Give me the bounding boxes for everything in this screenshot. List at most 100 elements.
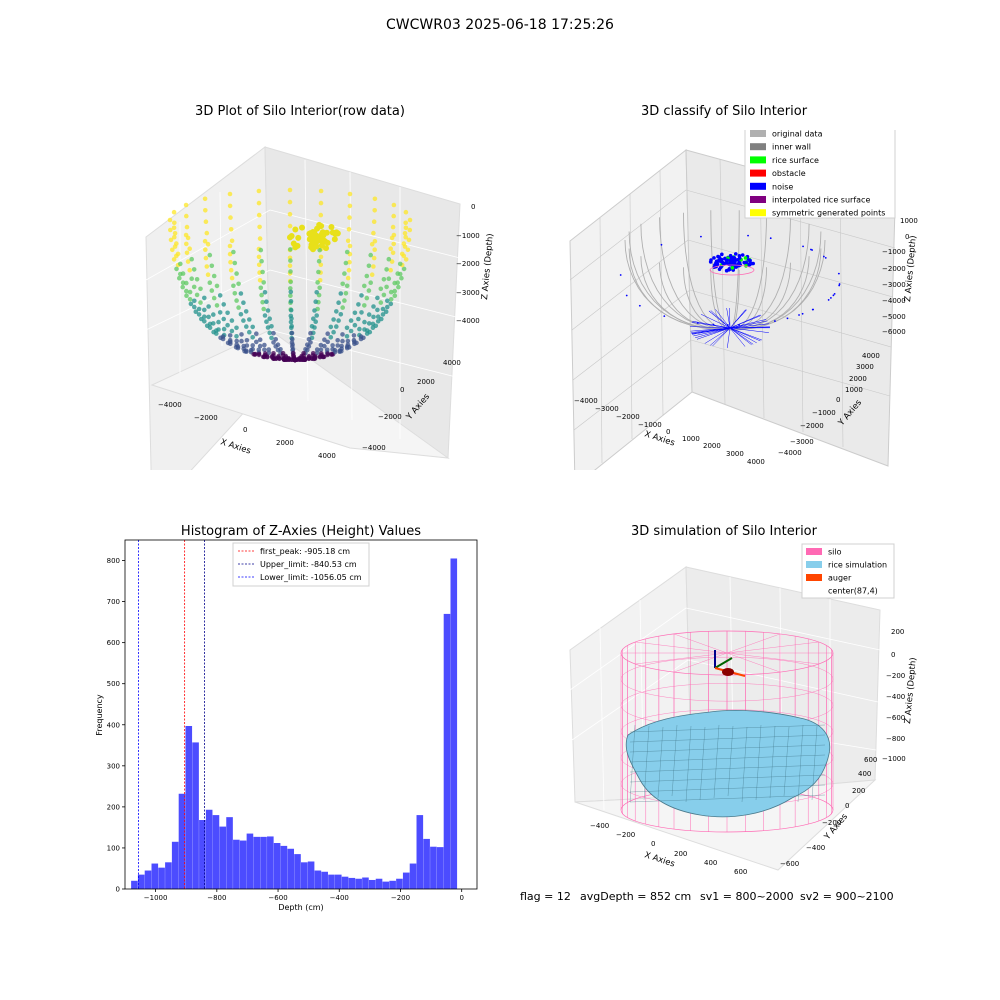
- p1-point: [379, 300, 384, 305]
- p1-point: [289, 308, 294, 313]
- p1-point: [373, 197, 378, 202]
- p1-point: [335, 338, 340, 343]
- histogram-bar: [410, 864, 417, 889]
- p1-point: [328, 224, 334, 230]
- p1-point: [198, 287, 203, 292]
- p4-ztick: −400: [886, 693, 905, 701]
- p1-point: [241, 300, 246, 305]
- histogram-ytick-label: 200: [107, 803, 120, 811]
- p1-point: [345, 326, 350, 331]
- p1-point: [172, 210, 177, 215]
- p1-point: [221, 334, 226, 339]
- p4-xtick: 400: [704, 859, 717, 867]
- p4-legend-label: auger: [828, 574, 852, 583]
- p1-point: [314, 290, 319, 295]
- p1-point: [184, 281, 189, 286]
- histogram-bar: [274, 843, 281, 889]
- p2-xlabel: X Axies: [643, 429, 676, 448]
- p1-point: [204, 256, 209, 261]
- histogram-bar: [389, 881, 396, 889]
- p2-zlabel: Z Axies (Depth): [903, 235, 919, 302]
- p1-point: [184, 242, 189, 247]
- p1-point: [348, 192, 353, 197]
- p1-point: [259, 286, 264, 291]
- p2-point: [709, 258, 713, 262]
- p1-point: [344, 291, 349, 296]
- p1-point: [375, 308, 380, 313]
- p1-point: [340, 339, 345, 344]
- p2-legend-label: interpolated rice surface: [772, 196, 870, 205]
- p4-xtick: 600: [734, 868, 747, 876]
- p1-point: [233, 291, 238, 296]
- p1-point: [250, 325, 255, 330]
- p2-noise-point: [626, 295, 628, 297]
- p1-point: [174, 241, 179, 246]
- p1-point: [206, 304, 211, 309]
- p1-point: [203, 247, 208, 252]
- p2-noise-point: [833, 294, 835, 296]
- histogram-bar: [294, 854, 301, 889]
- p2-ztick: −2000: [882, 265, 906, 273]
- p1-point: [345, 250, 350, 255]
- p2-xtick: 2000: [703, 442, 721, 450]
- p2-legend-swatch: [750, 156, 766, 163]
- p1-point: [368, 253, 373, 258]
- p1-point: [218, 310, 223, 315]
- p1-point: [216, 320, 221, 325]
- p1-point: [370, 242, 375, 247]
- p1-point: [312, 356, 317, 361]
- p1-point: [400, 252, 405, 257]
- histogram-ytick-label: 300: [107, 762, 120, 770]
- p1-point: [222, 327, 227, 332]
- p1-point: [208, 280, 213, 285]
- p1-point: [349, 329, 354, 334]
- p1-point: [229, 227, 234, 232]
- p4-xtick: 200: [674, 850, 687, 858]
- p1-point: [288, 258, 293, 263]
- histogram-bar: [403, 873, 410, 889]
- p1-point: [234, 326, 239, 331]
- p1-point: [289, 324, 294, 329]
- p1-point: [315, 347, 320, 352]
- p1-point: [250, 343, 255, 348]
- histogram-bar: [192, 742, 199, 889]
- p1-point: [288, 200, 293, 205]
- p1-point: [372, 256, 377, 261]
- p1-point: [245, 338, 250, 343]
- p4-ztick: 200: [891, 628, 904, 636]
- histogram-bars: [131, 558, 457, 889]
- p2-ytick: 3000: [856, 363, 874, 371]
- p1-point: [342, 298, 347, 303]
- p1-point: [387, 276, 392, 281]
- p1-point: [308, 244, 314, 250]
- p1-point: [310, 324, 315, 329]
- p2-point: [720, 253, 724, 257]
- p1-point: [335, 230, 341, 236]
- p1-point: [189, 257, 194, 262]
- p4-xtick: 0: [651, 840, 655, 848]
- p1-point: [271, 351, 276, 356]
- p2-noise-point: [838, 273, 840, 275]
- p4-zlabel: Z Axies (Depth): [903, 657, 919, 724]
- p1-point: [257, 201, 262, 206]
- p1-point: [214, 328, 219, 333]
- p1-point: [353, 323, 358, 328]
- p1-point: [215, 284, 220, 289]
- histogram-bar: [376, 879, 383, 889]
- p4-legend-label: rice simulation: [828, 561, 887, 570]
- p1-point: [295, 235, 301, 241]
- p2-noise-point: [811, 249, 813, 251]
- p1-point: [359, 293, 364, 298]
- p1-xlabel: X Axies: [219, 437, 252, 456]
- histogram-legend-label: Lower_limit: -1056.05 cm: [260, 573, 362, 582]
- p1-point: [172, 257, 177, 262]
- p1-point: [228, 244, 233, 249]
- histogram-bar: [437, 847, 444, 889]
- p1-point: [329, 352, 334, 357]
- p2-noise-point: [830, 297, 832, 299]
- p1-point: [266, 308, 271, 313]
- p1-point: [353, 311, 358, 316]
- p2-legend-swatch: [750, 130, 766, 137]
- p1-point: [367, 264, 372, 269]
- p1-point: [389, 290, 394, 295]
